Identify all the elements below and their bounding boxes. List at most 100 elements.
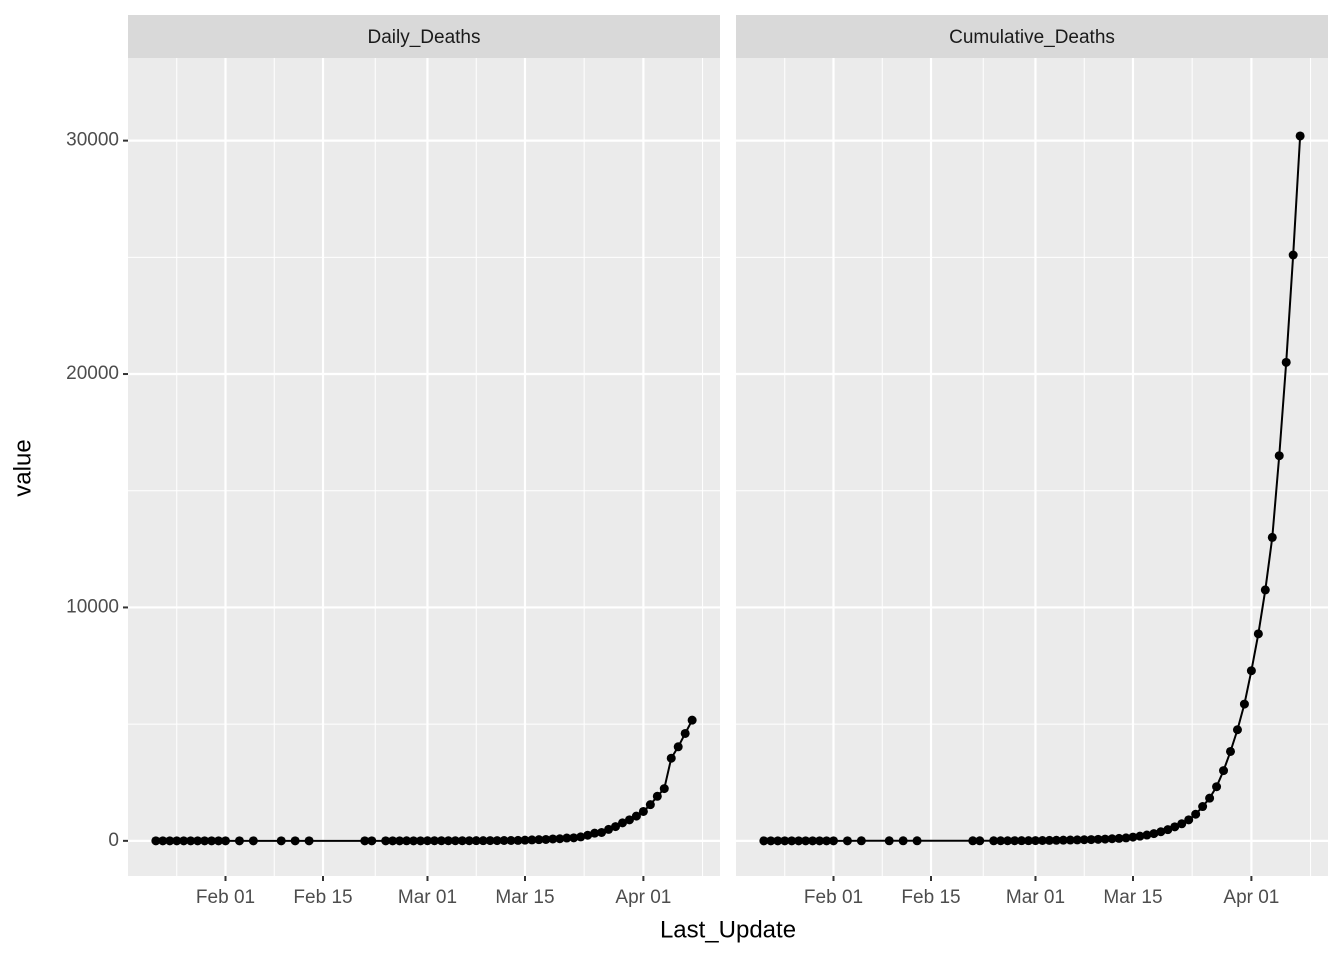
data-point <box>429 836 439 846</box>
data-point <box>1205 793 1215 803</box>
data-point <box>968 836 978 846</box>
data-point <box>1107 834 1117 844</box>
data-point <box>673 742 683 752</box>
data-point <box>179 836 189 846</box>
data-point <box>534 835 544 845</box>
x-tick-label: Mar 01 <box>1006 887 1065 908</box>
data-point <box>787 836 797 846</box>
data-point <box>1135 831 1145 841</box>
data-point <box>1219 766 1229 776</box>
data-point <box>617 818 627 828</box>
data-point <box>416 836 426 846</box>
data-point <box>1093 834 1103 844</box>
data-point <box>360 836 370 846</box>
data-point <box>1212 782 1222 792</box>
x-tick-label: Mar 15 <box>495 887 554 908</box>
data-point <box>499 835 509 845</box>
data-point <box>680 728 690 738</box>
data-point <box>221 836 231 846</box>
y-tick-label: 20000 <box>66 363 119 384</box>
data-point <box>898 836 908 846</box>
y-tick-label: 30000 <box>66 130 119 151</box>
data-point <box>1232 725 1242 735</box>
y-tick-label: 0 <box>108 830 119 851</box>
data-point <box>436 836 446 846</box>
data-point <box>1044 835 1054 845</box>
data-point <box>304 836 314 846</box>
data-point <box>367 836 377 846</box>
data-point <box>1295 131 1305 141</box>
data-point <box>1051 835 1061 845</box>
x-tick-label: Mar 01 <box>398 887 457 908</box>
strip-background <box>128 15 720 58</box>
x-tick-label: Feb 15 <box>293 887 352 908</box>
data-point <box>1156 827 1166 837</box>
data-point <box>1267 532 1277 542</box>
data-point <box>842 836 852 846</box>
data-point <box>856 836 866 846</box>
data-point <box>815 836 825 846</box>
data-point <box>1100 834 1110 844</box>
data-point <box>485 836 495 846</box>
data-point <box>1170 822 1180 832</box>
data-point <box>450 836 460 846</box>
panel-background <box>736 58 1328 876</box>
panel-background <box>128 58 720 876</box>
data-point <box>822 836 832 846</box>
data-point <box>248 836 258 846</box>
data-point <box>687 715 697 725</box>
data-point <box>1037 835 1047 845</box>
data-point <box>884 836 894 846</box>
x-tick-label: Mar 15 <box>1103 887 1162 908</box>
data-point <box>1128 832 1138 842</box>
data-point <box>1225 746 1235 756</box>
data-point <box>597 827 607 837</box>
x-tick-label: Feb 01 <box>804 887 863 908</box>
data-point <box>443 836 453 846</box>
data-point <box>464 836 474 846</box>
data-point <box>506 835 516 845</box>
data-point <box>801 836 811 846</box>
data-point <box>422 836 432 846</box>
data-point <box>1246 666 1256 676</box>
data-point <box>1239 699 1249 709</box>
data-point <box>1010 836 1020 846</box>
y-axis-title: value <box>9 439 36 496</box>
data-point <box>492 836 502 846</box>
data-point <box>1274 451 1284 461</box>
data-point <box>395 836 405 846</box>
data-point <box>1253 629 1263 639</box>
data-point <box>562 833 572 843</box>
x-tick-label: Feb 01 <box>196 887 255 908</box>
x-axis-title: Last_Update <box>660 916 796 943</box>
data-point <box>1003 836 1013 846</box>
data-point <box>1072 835 1082 845</box>
data-point <box>1121 833 1131 843</box>
data-point <box>381 836 391 846</box>
data-point <box>513 835 523 845</box>
strip-label: Daily_Deaths <box>368 27 481 48</box>
data-point <box>1030 836 1040 846</box>
data-point <box>1281 357 1291 367</box>
data-point <box>912 836 922 846</box>
data-point <box>1288 250 1298 260</box>
data-point <box>1058 835 1068 845</box>
data-point <box>569 833 579 843</box>
data-point <box>1024 836 1034 846</box>
data-point <box>583 830 593 840</box>
data-point <box>780 836 790 846</box>
data-point <box>234 836 244 846</box>
strip-background <box>736 15 1328 58</box>
data-point <box>590 828 600 838</box>
data-point <box>989 836 999 846</box>
data-point <box>555 834 565 844</box>
strip-label: Cumulative_Deaths <box>949 27 1115 48</box>
data-point <box>759 836 769 846</box>
data-point <box>576 832 586 842</box>
x-tick-label: Apr 01 <box>615 887 671 908</box>
data-point <box>388 836 398 846</box>
data-point <box>766 836 776 846</box>
data-point <box>457 836 467 846</box>
x-tick-label: Feb 15 <box>901 887 960 908</box>
